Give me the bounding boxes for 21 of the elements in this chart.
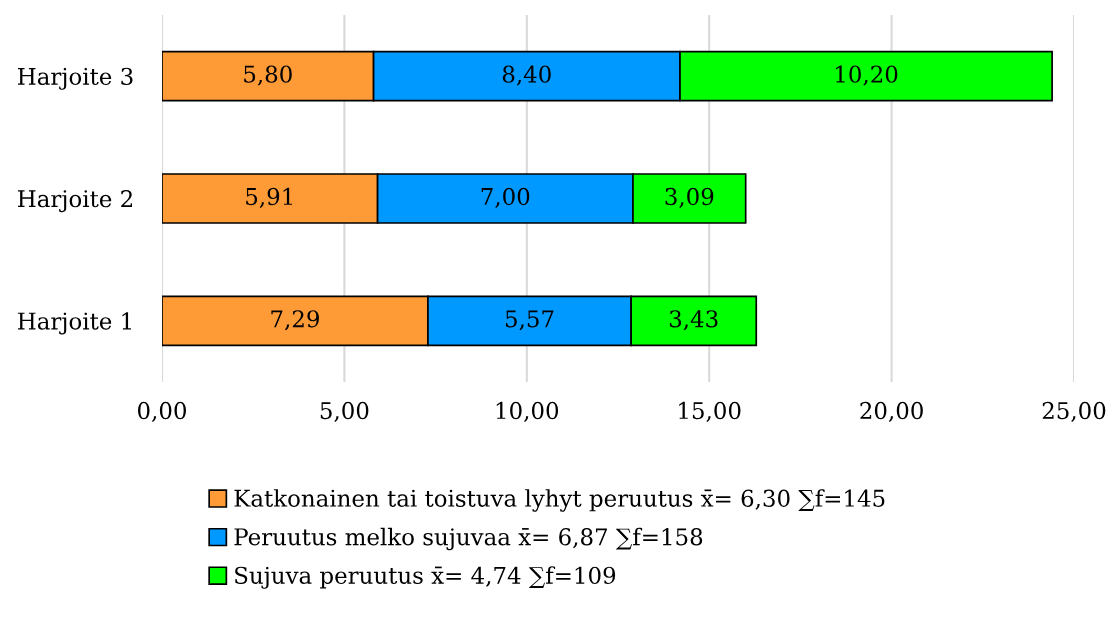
data-label: 10,20: [836, 65, 898, 86]
y-tick-label: Harjoite 3: [18, 67, 133, 90]
x-tick-label: 5,00: [320, 401, 369, 422]
data-label: 5,57: [505, 310, 554, 331]
data-label: 5,80: [244, 65, 292, 86]
data-label: 8,40: [502, 65, 551, 86]
data-label: 7,29: [271, 310, 319, 331]
y-tick-label: Harjoite 1: [18, 312, 131, 335]
x-tick-label: 15,00: [679, 401, 741, 422]
x-tick-label: 10,00: [496, 401, 559, 422]
x-tick-label: 20,00: [860, 401, 923, 422]
legend-label: Sujuva peruutus x̄= 4,74 ∑f=109: [235, 566, 616, 589]
data-label: 3,43: [669, 310, 718, 331]
x-tick-label: 25,00: [1042, 401, 1106, 422]
data-label: 5,91: [246, 187, 293, 208]
legend-label: Peruutus melko sujuvaa x̄= 6,87 ∑f=158: [234, 527, 703, 551]
y-tick-label: Harjoite 2: [18, 190, 132, 213]
x-tick-label: 0,00: [138, 401, 186, 422]
data-label: 3,09: [665, 187, 714, 208]
legend-label: Katkonainen tai toistuva lyhyt peruutus x̄= 6,30 ∑f=145: [234, 489, 885, 512]
data-label: 7,00: [481, 187, 530, 208]
